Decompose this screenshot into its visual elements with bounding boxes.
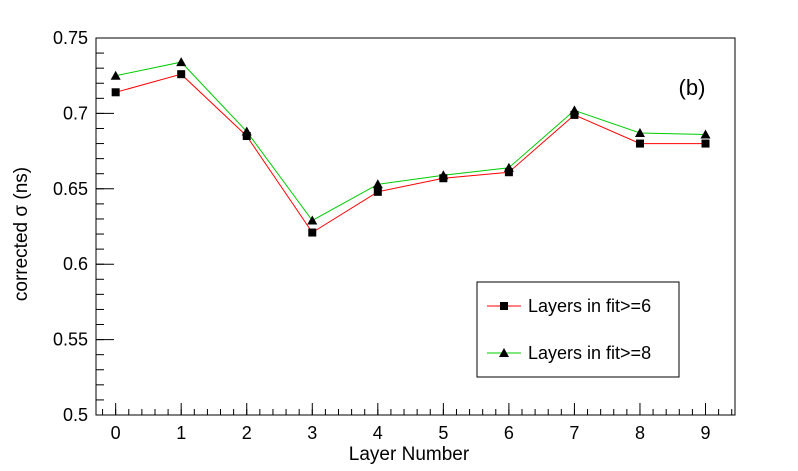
y-tick-label: 0.75	[53, 28, 88, 48]
y-tick-label: 0.6	[63, 254, 88, 274]
series-line	[115, 61, 706, 222]
legend-label: Layers in fit>=6	[528, 296, 651, 316]
legend-marker	[499, 348, 509, 357]
data-point	[177, 70, 186, 79]
series-layer	[110, 57, 711, 237]
data-point	[308, 228, 317, 237]
legend-item: Layers in fit>=8	[487, 343, 651, 363]
x-tick-label: 9	[700, 423, 710, 443]
y-tick-label: 0.65	[53, 179, 88, 199]
y-tick-label: 0.55	[53, 330, 88, 350]
x-axis: 0 1 2 3 4 5 6 7 8 9	[102, 403, 733, 443]
y-tick-label: 0.5	[63, 405, 88, 425]
series-triangle	[110, 57, 711, 225]
panel-label: (b)	[679, 75, 706, 100]
data-point	[570, 110, 579, 119]
plot-frame	[95, 37, 736, 416]
legend-label: Layers in fit>=8	[528, 343, 651, 363]
data-point	[110, 70, 121, 80]
x-tick-label: 3	[307, 423, 317, 443]
series-square	[111, 70, 710, 237]
data-point	[634, 128, 645, 138]
x-axis-title: Layer Number	[349, 444, 470, 465]
data-point	[372, 179, 383, 189]
data-point	[439, 174, 448, 183]
x-tick-label: 5	[438, 423, 448, 443]
x-tick-label: 4	[373, 423, 383, 443]
legend-marker	[500, 302, 508, 310]
x-tick-label: 6	[504, 423, 514, 443]
data-point	[176, 57, 187, 67]
series-line	[115, 73, 706, 234]
data-point	[111, 88, 120, 97]
legend: Layers in fit>=6 Layers in fit>=8	[476, 281, 680, 378]
x-tick-label: 0	[111, 423, 121, 443]
x-tick-label: 7	[569, 423, 579, 443]
data-point	[635, 139, 644, 148]
data-point	[242, 132, 251, 141]
data-point	[307, 215, 318, 225]
data-point	[700, 129, 711, 139]
y-axis: 0.5 0.55 0.6 0.65 0.7 0.75	[53, 28, 114, 425]
x-tick-label: 2	[242, 423, 252, 443]
x-tick-label: 1	[176, 423, 186, 443]
data-point	[373, 187, 382, 196]
legend-item: Layers in fit>=6	[487, 296, 651, 316]
x-tick-label: 8	[635, 423, 645, 443]
y-tick-label: 0.7	[63, 103, 88, 123]
data-point	[701, 139, 710, 148]
y-axis-title: corrected σ (ns)	[11, 167, 32, 301]
data-point	[504, 168, 513, 177]
legend-box	[476, 281, 680, 378]
